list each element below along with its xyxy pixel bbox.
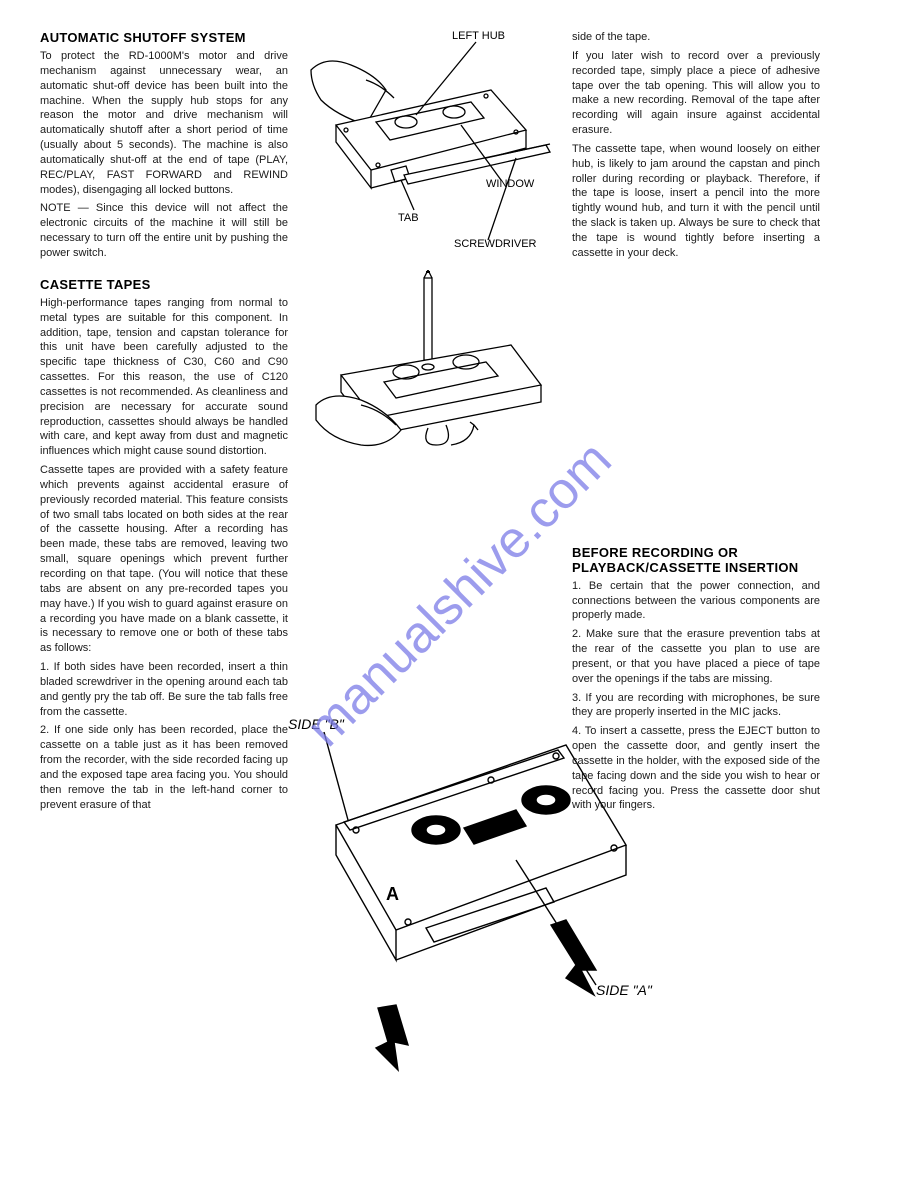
label-side-b: SIDE "B"	[288, 716, 344, 732]
heading-cassette-tapes: CASETTE TAPES	[40, 277, 288, 292]
body-text: High-performance tapes ranging from norm…	[40, 296, 288, 459]
column-right: side of the tape. If you later wish to r…	[572, 30, 820, 1090]
diagram-pencil-wind	[306, 270, 554, 470]
body-text: 2. Make sure that the erasure prevention…	[572, 627, 820, 686]
cassette-screwdriver-illustration	[306, 30, 554, 260]
body-text: If you later wish to record over a previ…	[572, 49, 820, 138]
manual-page: AUTOMATIC SHUTOFF SYSTEM To protect the …	[0, 0, 918, 1120]
body-text: 1. Be certain that the power connection,…	[572, 579, 820, 624]
body-text: 1. If both sides have been recorded, ins…	[40, 660, 288, 719]
body-text: 4. To insert a cassette, press the EJECT…	[572, 724, 820, 813]
diagram-cassette-tab: LEFT HUB WINDOW TAB SCREWDRIVER	[306, 30, 554, 260]
label-tab: TAB	[398, 212, 419, 224]
body-text: side of the tape.	[572, 30, 820, 45]
column-left: AUTOMATIC SHUTOFF SYSTEM To protect the …	[40, 30, 288, 1090]
heading-before-recording: BEFORE RECORDING OR PLAYBACK/CASSETTE IN…	[572, 545, 820, 575]
body-text: NOTE — Since this device will not affect…	[40, 201, 288, 260]
label-left-hub: LEFT HUB	[452, 30, 505, 42]
label-screwdriver: SCREWDRIVER	[454, 238, 537, 250]
body-text: The cassette tape, when wound loosely on…	[572, 142, 820, 261]
svg-text:A: A	[386, 884, 399, 904]
body-text: 2. If one side only has been recorded, p…	[40, 723, 288, 812]
heading-auto-shutoff: AUTOMATIC SHUTOFF SYSTEM	[40, 30, 288, 45]
body-text: To protect the RD-1000M's motor and driv…	[40, 49, 288, 197]
body-text: 3. If you are recording with microphones…	[572, 691, 820, 721]
pencil-wind-illustration	[306, 270, 554, 470]
body-text: Cassette tapes are provided with a safet…	[40, 463, 288, 656]
label-window: WINDOW	[486, 178, 534, 190]
column-middle: LEFT HUB WINDOW TAB SCREWDRIVER	[306, 30, 554, 1090]
